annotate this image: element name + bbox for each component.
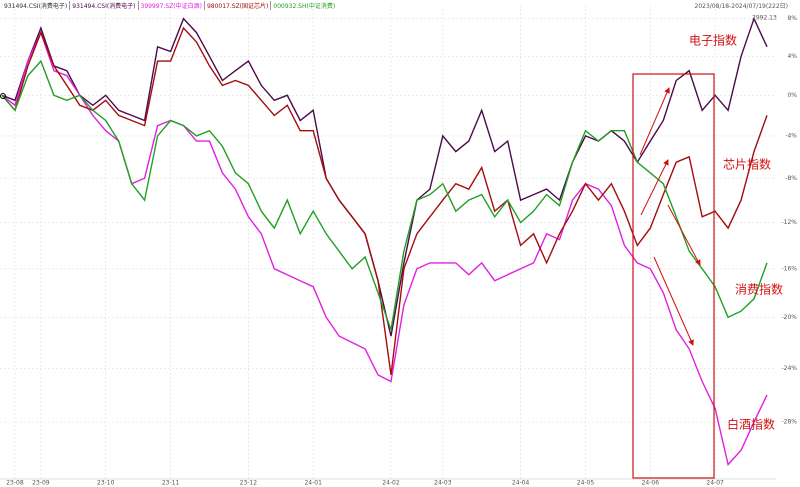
- y-tick-label: -16%: [781, 265, 797, 272]
- highlight-box: [632, 73, 715, 479]
- legend-entry: 399997.SZ(中证白酒): [137, 1, 204, 10]
- series-line: [1, 30, 768, 466]
- subject: 931494.CSI(消费电子): [4, 3, 68, 10]
- annotation: 2992.13: [752, 15, 777, 22]
- series-line: [1, 16, 768, 337]
- x-tick-label: 24-06: [642, 480, 660, 487]
- origin-marker: [0, 93, 6, 99]
- legend-entry: 980017.SZ(国证芯片): [203, 1, 270, 10]
- y-tick-label: -20%: [781, 314, 797, 321]
- legend: 931494.CSI(消费电子) 931494.CSI(消费电子) 399997.…: [2, 1, 337, 10]
- y-tick-label: -24%: [781, 365, 797, 372]
- y-tick-label: -8%: [785, 175, 797, 182]
- date-range: 2023/08/18-2024/07/19(222日): [694, 3, 788, 10]
- annotation: 消费指数: [735, 282, 783, 297]
- lines: [1, 16, 768, 466]
- legend-entry: 931494.CSI(消费电子): [69, 1, 137, 10]
- y-tick-label: -4%: [785, 132, 797, 139]
- series-line: [1, 59, 768, 331]
- x-tick-label: 23-08: [6, 480, 24, 487]
- x-tick-label: 23-09: [32, 480, 50, 487]
- x-tick-label: 24-03: [434, 480, 452, 487]
- y-tick-label: 4%: [787, 53, 797, 60]
- series-line: [1, 26, 768, 375]
- y-tick-label: -28%: [781, 419, 797, 426]
- arrows: [639, 87, 701, 346]
- y-tick-label: 8%: [787, 15, 797, 22]
- x-tick-label: 24-07: [706, 480, 724, 487]
- x-tick-label: 23-11: [162, 480, 180, 487]
- x-tick-label: 24-05: [577, 480, 595, 487]
- x-tick-label: 24-01: [304, 480, 322, 487]
- grid: [0, 5, 776, 479]
- x-tick-label: 24-02: [382, 480, 400, 487]
- y-tick-label: 0%: [787, 92, 797, 99]
- annotation: 芯片指数: [723, 157, 771, 172]
- x-tick-label: 24-04: [512, 480, 530, 487]
- x-tick-label: 23-12: [240, 480, 258, 487]
- annotation: 电子指数: [689, 33, 737, 48]
- legend-entry: 000932.SH(中证消费): [270, 1, 337, 10]
- x-tick-label: 23-10: [97, 480, 115, 487]
- annotation: 白酒指数: [727, 417, 775, 432]
- y-tick-label: -12%: [781, 219, 797, 226]
